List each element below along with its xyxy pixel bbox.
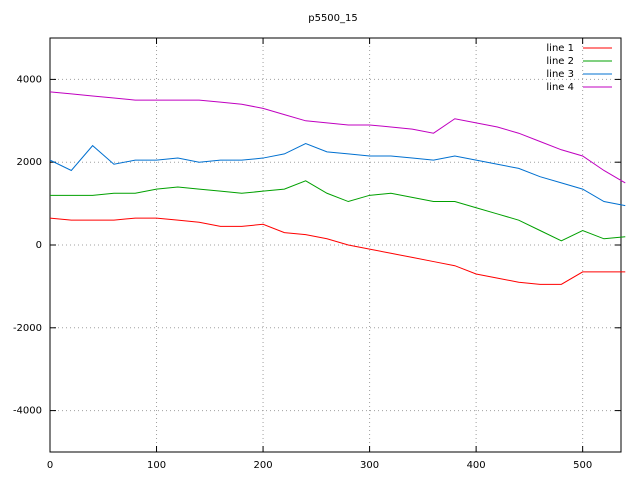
x-tick-label: 500 [573, 460, 592, 471]
y-tick-label: -2000 [13, 323, 42, 334]
x-tick-label: 100 [147, 460, 166, 471]
legend-label: line 4 [546, 82, 574, 93]
x-tick-label: 0 [47, 460, 53, 471]
y-tick-label: -4000 [13, 406, 42, 417]
x-tick-label: 300 [360, 460, 379, 471]
data-line [49, 217, 626, 285]
y-tick-label: 2000 [17, 157, 42, 168]
y-tick-label: 0 [36, 240, 42, 251]
data-line [49, 143, 626, 207]
x-tick-label: 200 [254, 460, 273, 471]
plot-border [49, 37, 622, 453]
data-line [49, 91, 626, 184]
x-tick-label: 400 [467, 460, 486, 471]
legend-label: line 2 [546, 56, 574, 67]
data-line [50, 180, 626, 242]
legend-label: line 1 [546, 43, 574, 54]
chart-title: p5500_15 [308, 13, 358, 24]
y-tick-label: 4000 [17, 74, 42, 85]
legend-label: line 3 [546, 69, 574, 80]
